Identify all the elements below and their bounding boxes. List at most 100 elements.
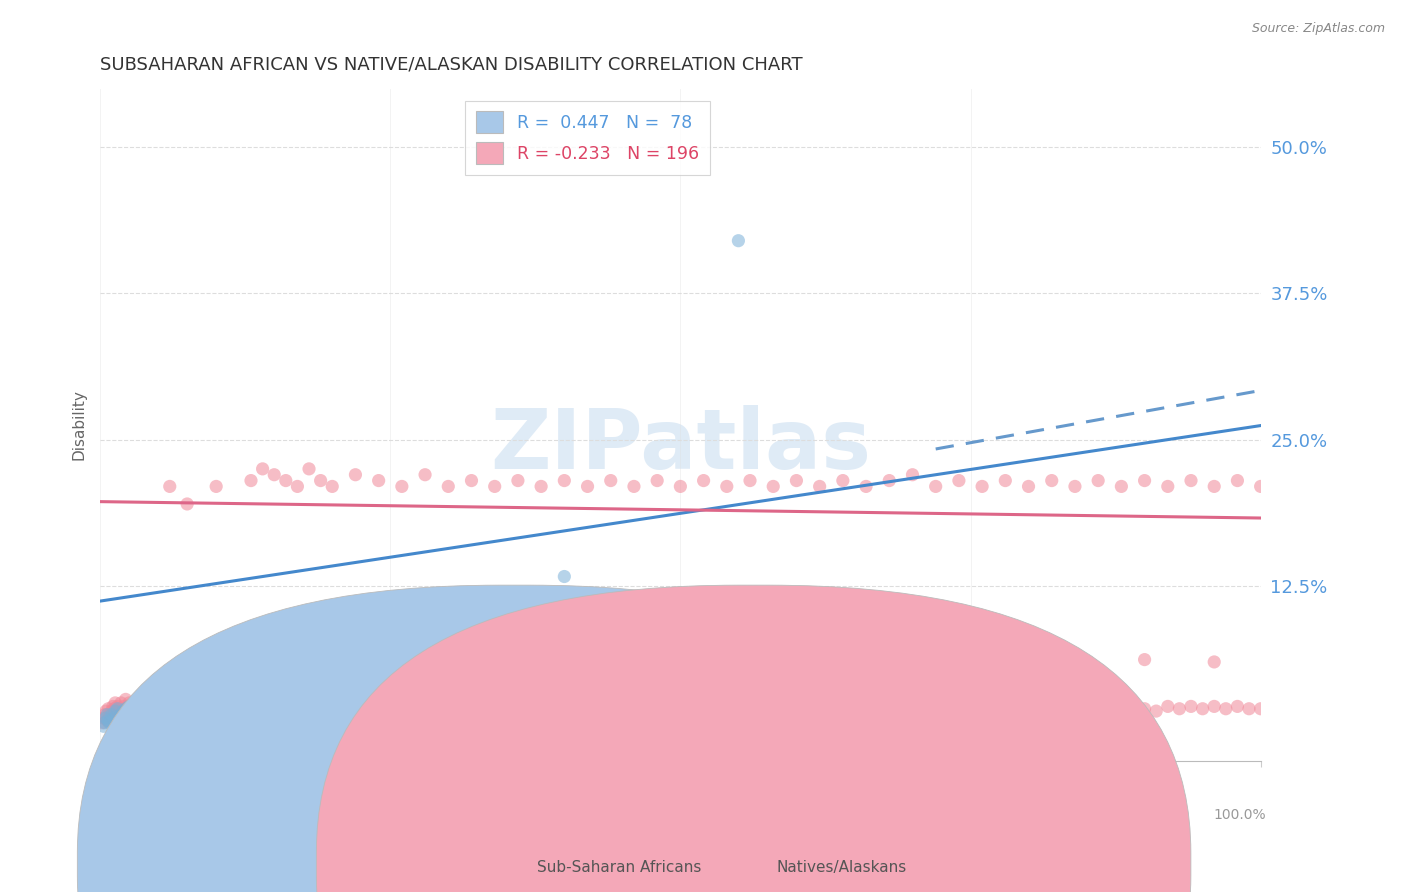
Point [983,702,1005,716]
Point [107,707,129,722]
Point [1215,702,1237,716]
Point [115,702,138,716]
Point [413,699,436,714]
Point [877,699,900,714]
Point [437,479,460,493]
Point [716,479,738,493]
Point [727,696,749,710]
Point [785,625,807,640]
Point [159,704,181,718]
Point [165,699,187,714]
Point [380,696,402,710]
Point [1250,702,1272,716]
Point [122,699,145,714]
Point [1204,655,1226,669]
Point [831,702,853,716]
Point [344,696,367,710]
Point [333,704,356,718]
Point [1226,474,1249,488]
Point [121,696,143,710]
Point [495,702,517,716]
Text: Source: ZipAtlas.com: Source: ZipAtlas.com [1251,22,1385,36]
Point [101,699,124,714]
Point [298,702,321,716]
Point [541,702,564,716]
Point [194,704,217,718]
Point [165,702,187,716]
Point [1133,474,1156,488]
Point [1018,479,1040,493]
Point [530,696,553,710]
Point [205,696,228,710]
Point [104,704,127,718]
Point [1005,704,1028,718]
Point [121,702,143,716]
Point [623,699,645,714]
Point [751,702,773,716]
Point [658,704,681,718]
Point [413,467,436,482]
Point [1157,699,1180,714]
Point [134,704,156,718]
Point [240,707,263,722]
Point [93,711,115,725]
Point [645,702,668,716]
Point [738,699,761,714]
Point [153,696,176,710]
Point [831,474,853,488]
Point [612,696,634,710]
Point [506,715,529,730]
Point [924,702,946,716]
Point [274,696,297,710]
Point [141,702,163,716]
Point [437,707,460,722]
Point [1133,652,1156,666]
Point [844,702,866,716]
Point [97,714,120,728]
Point [124,696,146,710]
Point [94,707,117,722]
Point [114,707,136,722]
Point [1087,704,1109,718]
Point [97,702,120,716]
Point [808,699,831,714]
Point [1052,699,1074,714]
Point [1204,479,1226,493]
Point [93,719,115,733]
Point [187,702,209,716]
Point [820,696,842,710]
Point [762,702,785,716]
Point [1122,699,1144,714]
Point [391,696,413,710]
Point [263,467,285,482]
Point [321,704,343,718]
Point [972,699,994,714]
Point [506,474,529,488]
Point [112,699,135,714]
Point [240,474,263,488]
Point [692,474,714,488]
Point [751,696,773,710]
Point [612,692,634,706]
Point [877,474,900,488]
Point [128,696,150,710]
Point [472,696,495,710]
Point [145,699,167,714]
Point [100,704,122,718]
Point [1076,699,1098,714]
Point [103,702,125,716]
Point [402,690,425,704]
Point [110,696,132,710]
Point [176,704,198,718]
Point [924,704,946,718]
Point [506,696,529,710]
Text: 0.0%: 0.0% [94,808,129,822]
Point [176,497,198,511]
Point [634,690,657,704]
Point [936,699,959,714]
Point [91,715,114,730]
Point [112,704,135,718]
Point [1168,702,1191,716]
Point [200,699,222,714]
Point [1144,704,1167,718]
